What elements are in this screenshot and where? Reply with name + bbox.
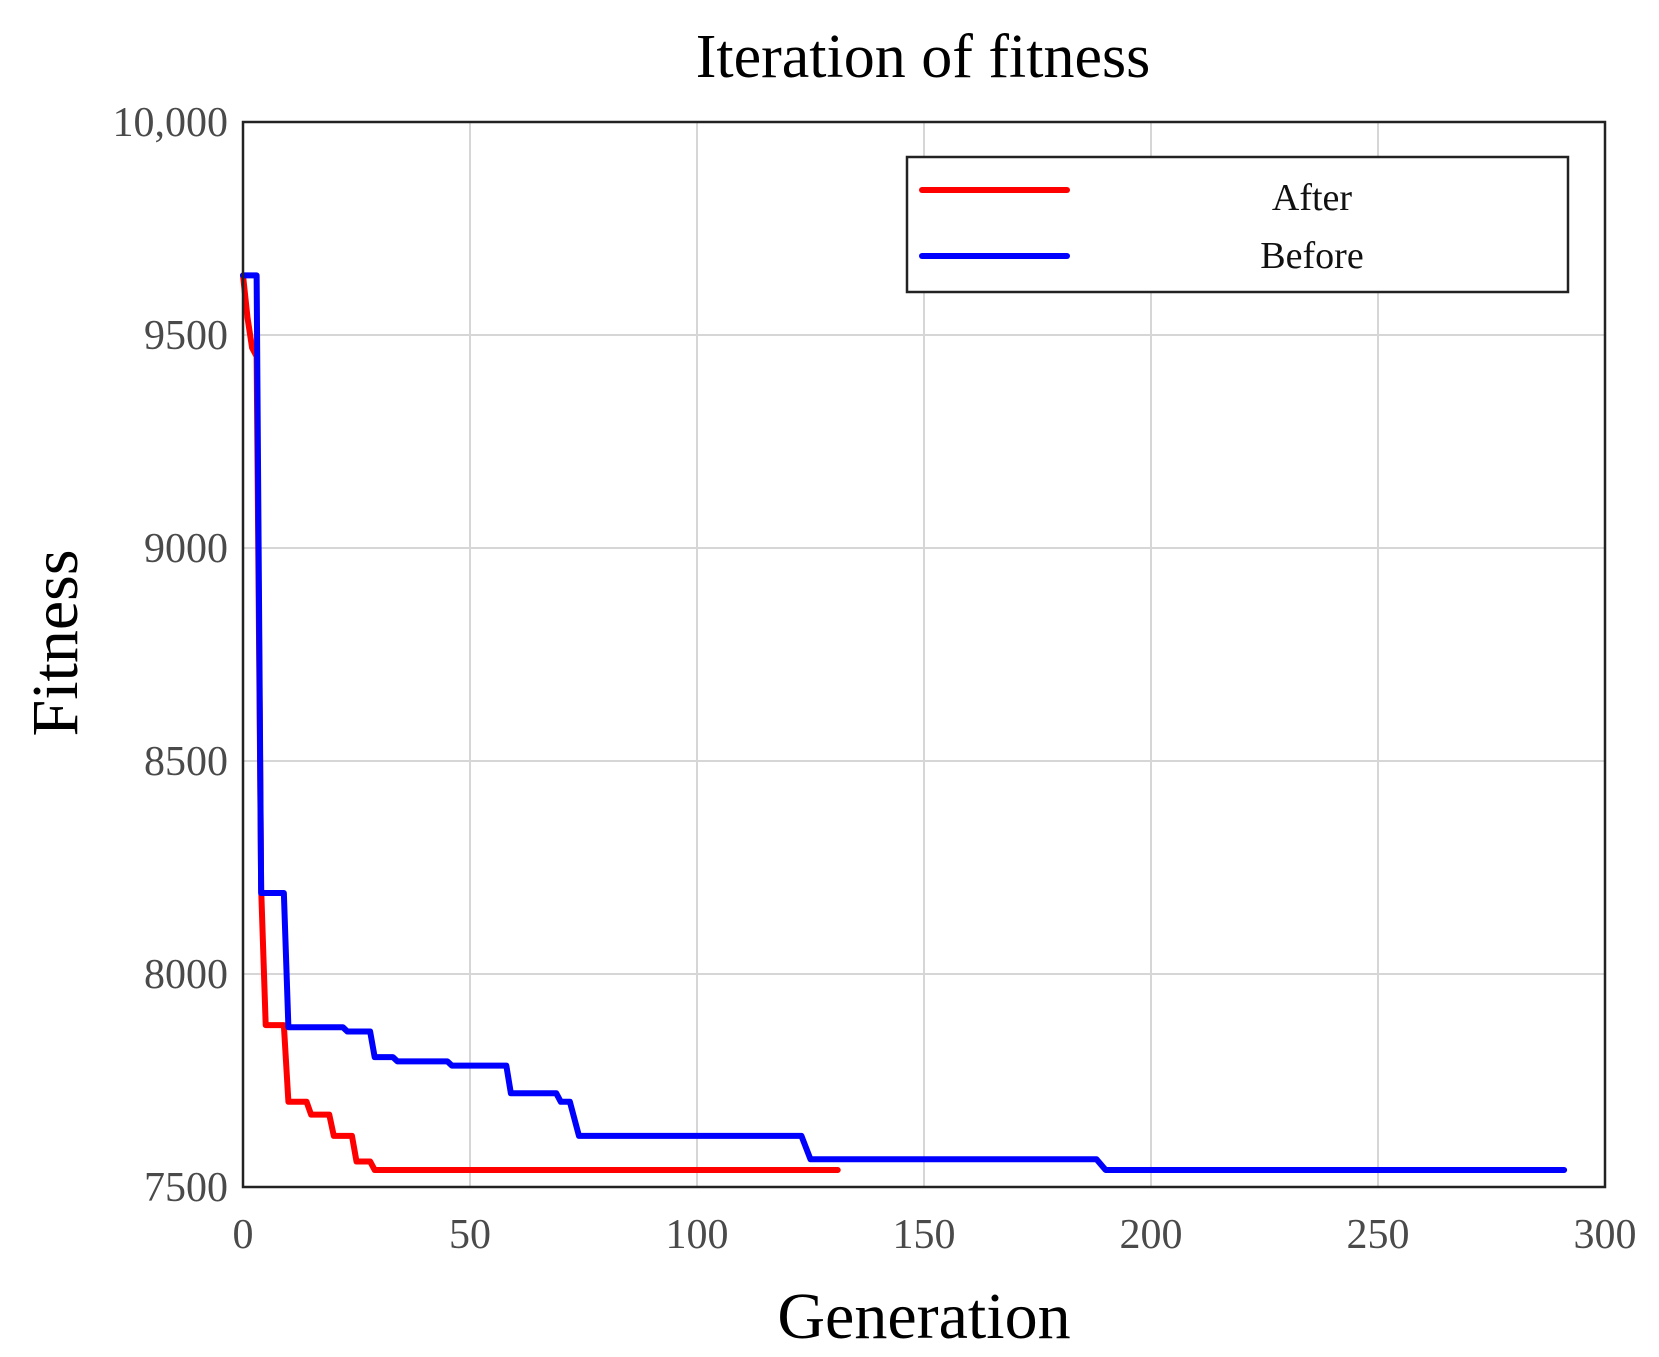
legend-box — [905, 155, 1570, 294]
plot-area-frame — [241, 120, 1607, 1189]
y-axis-title: Fitness — [19, 549, 92, 736]
x-axis-title: Generation — [777, 1280, 1070, 1353]
y-tick-label: 7500 — [144, 1165, 228, 1211]
legend-label-before: Before — [1260, 235, 1363, 277]
y-tick-label: 8000 — [144, 952, 228, 998]
legend: After Before — [905, 155, 1570, 294]
y-tick-label: 9000 — [144, 526, 228, 572]
x-tick-label: 200 — [1120, 1212, 1183, 1258]
legend-label-after: After — [1272, 177, 1353, 219]
x-tick-label: 50 — [449, 1212, 491, 1258]
series-line-before — [240, 272, 1568, 1173]
tick-layer: 0 50 100 150 200 250 300 7500 8000 8500 9000 9500 10… — [113, 100, 1637, 1258]
x-tick-label: 100 — [666, 1212, 729, 1258]
y-tick-label: 9500 — [144, 313, 228, 359]
x-tick-label: 250 — [1347, 1212, 1410, 1258]
x-tick-label: 150 — [893, 1212, 956, 1258]
y-tick-label: 10,000 — [113, 100, 229, 146]
chart-title: Iteration of fitness — [696, 23, 1151, 91]
y-tick-label: 8500 — [144, 739, 228, 785]
x-tick-label: 300 — [1574, 1212, 1637, 1258]
series-layer — [240, 272, 1568, 1173]
x-tick-label: 0 — [233, 1212, 254, 1258]
series-line-after — [240, 272, 841, 1173]
